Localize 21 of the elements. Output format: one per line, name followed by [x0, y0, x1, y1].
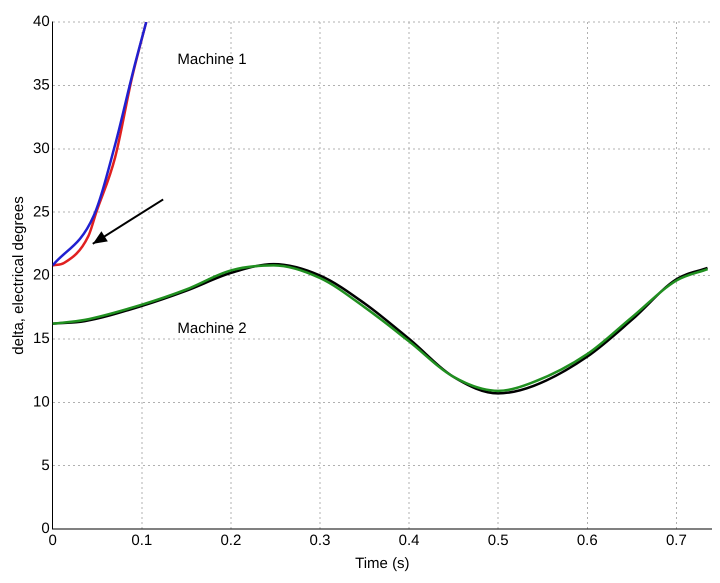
- x-tick-label: 0.3: [310, 532, 330, 550]
- y-tick-label: 35: [32, 76, 50, 94]
- y-axis-title: delta, electrical degrees: [10, 196, 28, 355]
- x-tick-label: 0.5: [488, 532, 509, 550]
- y-tick-label: 30: [32, 140, 50, 157]
- x-tick-label: 0.6: [576, 532, 598, 550]
- x-tick-label: 0.7: [666, 532, 687, 550]
- y-tick-label: 10: [32, 393, 50, 410]
- x-tick-label: 0.2: [220, 532, 242, 550]
- annotation: Machine 1: [177, 51, 247, 68]
- line-series: [52, 22, 148, 267]
- annotation: Machine 2: [177, 320, 247, 337]
- y-tick-label: 0: [41, 520, 50, 538]
- y-tick-label: 25: [32, 203, 50, 220]
- x-tick-label: 0.1: [131, 532, 152, 550]
- y-tick-label: 15: [32, 330, 50, 348]
- x-tick-label: 0.4: [398, 532, 420, 550]
- y-tick-label: 40: [32, 13, 50, 30]
- y-tick-label: 5: [41, 456, 50, 474]
- x-axis-title: Time (s): [355, 555, 410, 572]
- y-tick-label: 20: [32, 266, 50, 284]
